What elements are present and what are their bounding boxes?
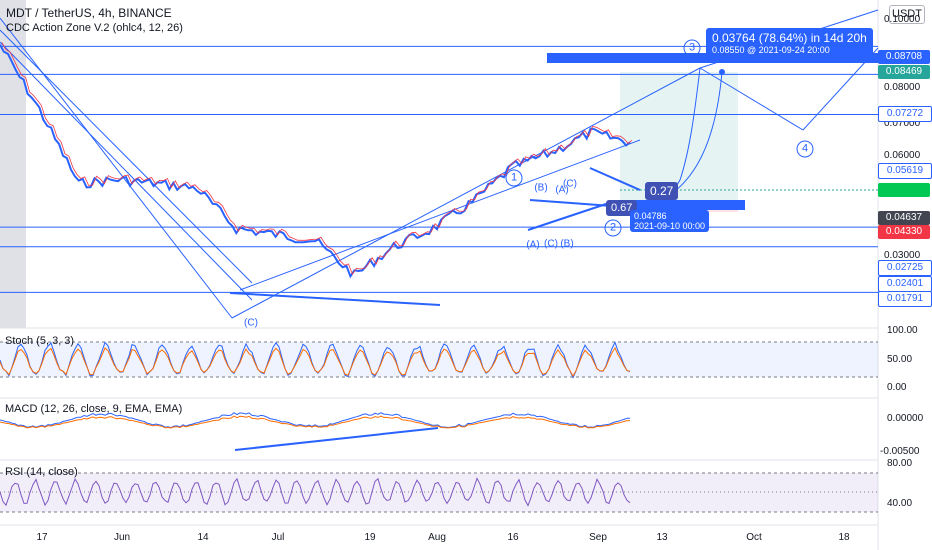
target-band [547, 53, 878, 63]
wave-label-3: 3 [683, 39, 701, 57]
rsi-series [0, 477, 631, 507]
macd-line-b [0, 415, 630, 429]
target-callout: 0.03764 (78.64%) in 14d 20h 0.08550 @ 20… [706, 28, 873, 56]
stoch-tick: 50.00 [887, 354, 913, 365]
long-position-profit-zone [620, 72, 738, 202]
price-tag: 0.08469 [878, 65, 930, 79]
ema-line [1, 42, 633, 276]
time-tick: 13 [656, 532, 668, 543]
entry-callout: 0.04786 2021-09-10 00:00 [630, 210, 710, 232]
time-tick: Jun [113, 532, 131, 543]
stoch-tick: 100.00 [887, 325, 918, 336]
macd-series [0, 412, 631, 429]
macd-line-a [0, 412, 631, 429]
rsi-tick: 80.00 [887, 458, 913, 469]
price-series [0, 42, 633, 279]
indicator-title[interactable]: CDC Action Zone V.2 (ohlc4, 12, 26) [6, 22, 183, 34]
wave-label-4: 4 [796, 140, 814, 158]
symbol-title[interactable]: MDT / TetherUS, 4h, BINANCE [6, 6, 172, 20]
price-tag: 0.04637 [878, 211, 930, 225]
entry-price: 0.04786 [634, 211, 667, 221]
price-tick: 0.06000 [884, 150, 921, 161]
time-tick: 17 [36, 532, 48, 543]
horizontal-levels [0, 45, 878, 293]
currency-button[interactable]: USDT [889, 5, 925, 24]
time-tick: 18 [838, 532, 850, 543]
wave-label-c-upper: (C) [563, 178, 577, 190]
history-shade [0, 0, 26, 328]
stoch-title[interactable]: Stoch (5, 3, 3) [5, 335, 75, 347]
rsi-title[interactable]: RSI (14, close) [5, 466, 78, 478]
wave-label-c-bottom: (C) [244, 317, 258, 329]
ratio-a-label: 0.27 [645, 182, 679, 200]
wave-label-2: 2 [604, 219, 622, 237]
time-tick: Aug [428, 532, 446, 543]
target-callout-sub: 0.08550 @ 2021-09-24 20:00 [712, 45, 830, 55]
rsi-tick: 40.00 [887, 498, 913, 509]
price-tag: 0.01791 [878, 291, 932, 307]
macd-title[interactable]: MACD (12, 26, close, 9, EMA, EMA) [5, 403, 183, 415]
time-tick: Jul [271, 532, 285, 543]
time-tick: 14 [197, 532, 209, 543]
price-tag: 0.05619 [878, 163, 932, 179]
price-line [0, 44, 631, 279]
price-tag: 0.04330 [878, 225, 930, 239]
target-callout-main: 0.03764 (78.64%) in 14d 20h [712, 31, 867, 45]
price-tick: 0.08000 [884, 82, 921, 93]
stoch-line-b [0, 346, 631, 378]
time-tick: Oct [746, 532, 762, 543]
entry-date: 2021-09-10 00:00 [634, 221, 706, 231]
price-tag [878, 183, 930, 197]
ratio-b-label: 0.67 [606, 200, 638, 216]
rsi-line-a [0, 477, 631, 507]
macd-tick: -0.00500 [880, 446, 920, 457]
wave-label-c-lower: (C) [544, 238, 558, 250]
wave-label-b-lower: (B) [560, 238, 574, 250]
price-tick: 0.10000 [884, 14, 921, 25]
stoch-tick: 0.00 [887, 382, 907, 393]
price-tag: 0.02725 [878, 260, 932, 276]
time-tick: 16 [507, 532, 519, 543]
wave-label-a-upper: (A) [555, 184, 569, 196]
price-tag: 0.08708 [878, 50, 930, 64]
price-tag: 0.07272 [878, 106, 932, 122]
price-tick: 0.03000 [884, 250, 921, 261]
entry-band [610, 200, 745, 210]
wave-label-1: 1 [505, 169, 523, 187]
macd-tick: 0.00000 [887, 413, 924, 424]
time-tick: Sep [589, 532, 607, 543]
wave-label-b-upper: (B) [534, 182, 548, 194]
time-tick: 19 [364, 532, 376, 543]
target-marker [719, 69, 725, 75]
price-tag: 0.02401 [878, 276, 932, 292]
trend-channels [0, 9, 879, 451]
price-tick: 0.07000 [884, 118, 921, 129]
rsi-band [0, 473, 878, 512]
wave-label-a-lower: (A) [526, 239, 540, 251]
stoch-series [0, 341, 631, 379]
